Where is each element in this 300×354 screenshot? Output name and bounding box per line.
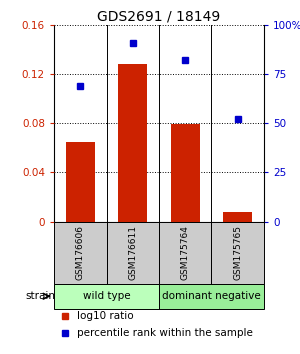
Bar [118,64,147,222]
Text: GSM175765: GSM175765 [233,225,242,280]
Text: wild type: wild type [83,291,130,301]
Text: log10 ratio: log10 ratio [77,311,134,321]
Bar [106,222,159,284]
Text: GSM176611: GSM176611 [128,225,137,280]
Text: GSM176606: GSM176606 [76,225,85,280]
Bar [66,142,95,222]
Bar [171,125,200,222]
Text: percentile rank within the sample: percentile rank within the sample [77,328,253,338]
Text: strain: strain [25,291,55,301]
Text: GSM175764: GSM175764 [181,225,190,280]
Bar [54,222,106,284]
Bar [159,284,264,309]
Title: GDS2691 / 18149: GDS2691 / 18149 [98,10,220,24]
Bar [54,284,159,309]
Bar [223,212,252,222]
Bar [159,222,211,284]
Bar [212,222,264,284]
Text: dominant negative: dominant negative [162,291,261,301]
